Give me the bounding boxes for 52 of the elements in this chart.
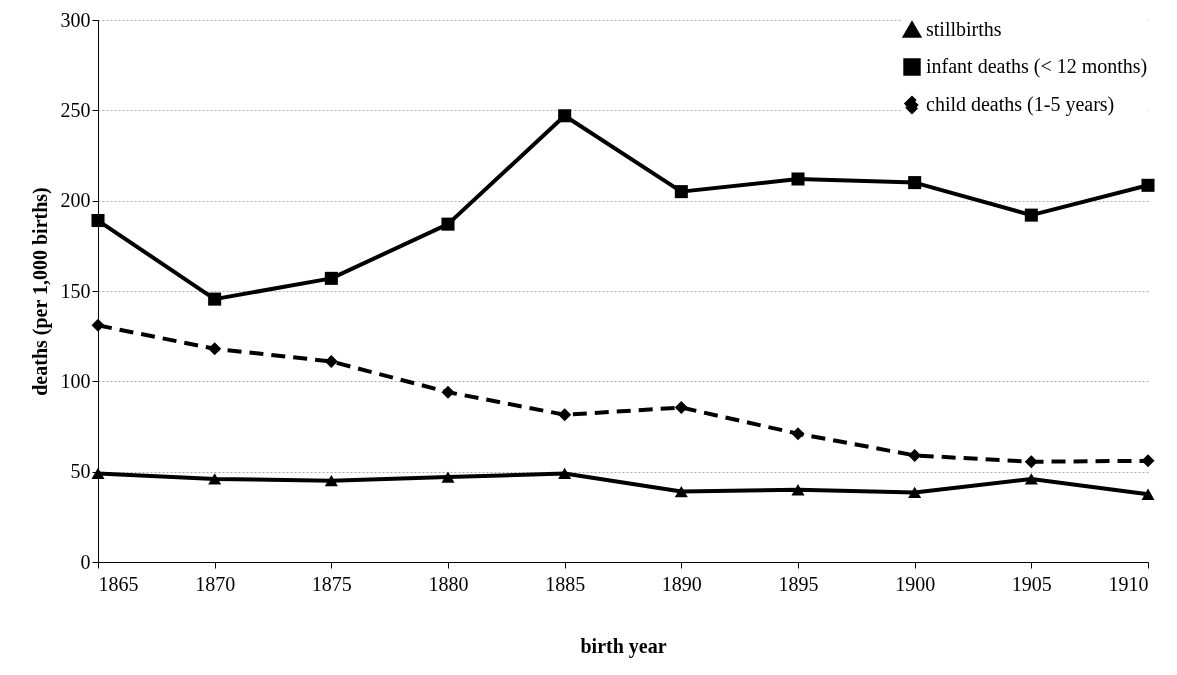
point (208, 473, 222, 485)
x-tick-label: 1875 (311, 572, 352, 595)
point (1141, 178, 1155, 192)
x-tick-label: 1885 (545, 572, 586, 595)
point (1024, 455, 1038, 469)
point (674, 401, 688, 415)
point (91, 214, 105, 228)
x-tick-label: 1900 (895, 572, 936, 595)
point (441, 471, 455, 483)
x-tick-label: 1910 (1108, 572, 1149, 595)
y-tick-label: 50 (70, 460, 91, 483)
x-tick-label: 1905 (1011, 572, 1052, 595)
point (1141, 488, 1155, 500)
point (558, 408, 572, 422)
point (908, 448, 922, 462)
point (1024, 208, 1038, 222)
y-tick-label: 100 (60, 369, 91, 392)
point (324, 271, 338, 285)
point (441, 217, 455, 231)
point (1024, 473, 1038, 485)
point (324, 354, 338, 368)
x-tick-label: 1865 (98, 572, 139, 595)
point (674, 485, 688, 498)
x-tick-label: 1890 (661, 572, 702, 595)
legend-label: child deaths (1-5 years) (926, 93, 1115, 116)
legend-label: infant deaths (< 12 months) (926, 55, 1148, 78)
y-tick-label: 300 (60, 8, 91, 31)
point (558, 467, 572, 480)
point (324, 475, 338, 487)
y-axis-title: deaths (per 1,000 births) (28, 187, 52, 396)
x-tick-label: 1870 (195, 572, 236, 595)
point (91, 467, 105, 480)
x-axis-title: birth year (580, 634, 667, 658)
x-tick-label: 1880 (428, 572, 469, 595)
point (1141, 454, 1155, 468)
point (908, 176, 922, 190)
point (208, 342, 222, 356)
y-tick-label: 250 (60, 98, 91, 121)
point (441, 385, 455, 399)
point (791, 484, 805, 496)
point (908, 486, 922, 499)
legend-label: stillbirths (926, 18, 1002, 40)
point (91, 318, 105, 332)
x-tick-label: 1895 (778, 572, 819, 595)
point (791, 172, 805, 186)
point (208, 292, 222, 306)
y-tick-label: 150 (60, 279, 91, 302)
point (558, 109, 572, 123)
y-tick-label: 0 (80, 550, 91, 573)
y-tick-label: 200 (60, 189, 91, 212)
point (791, 427, 805, 441)
point (674, 185, 688, 199)
